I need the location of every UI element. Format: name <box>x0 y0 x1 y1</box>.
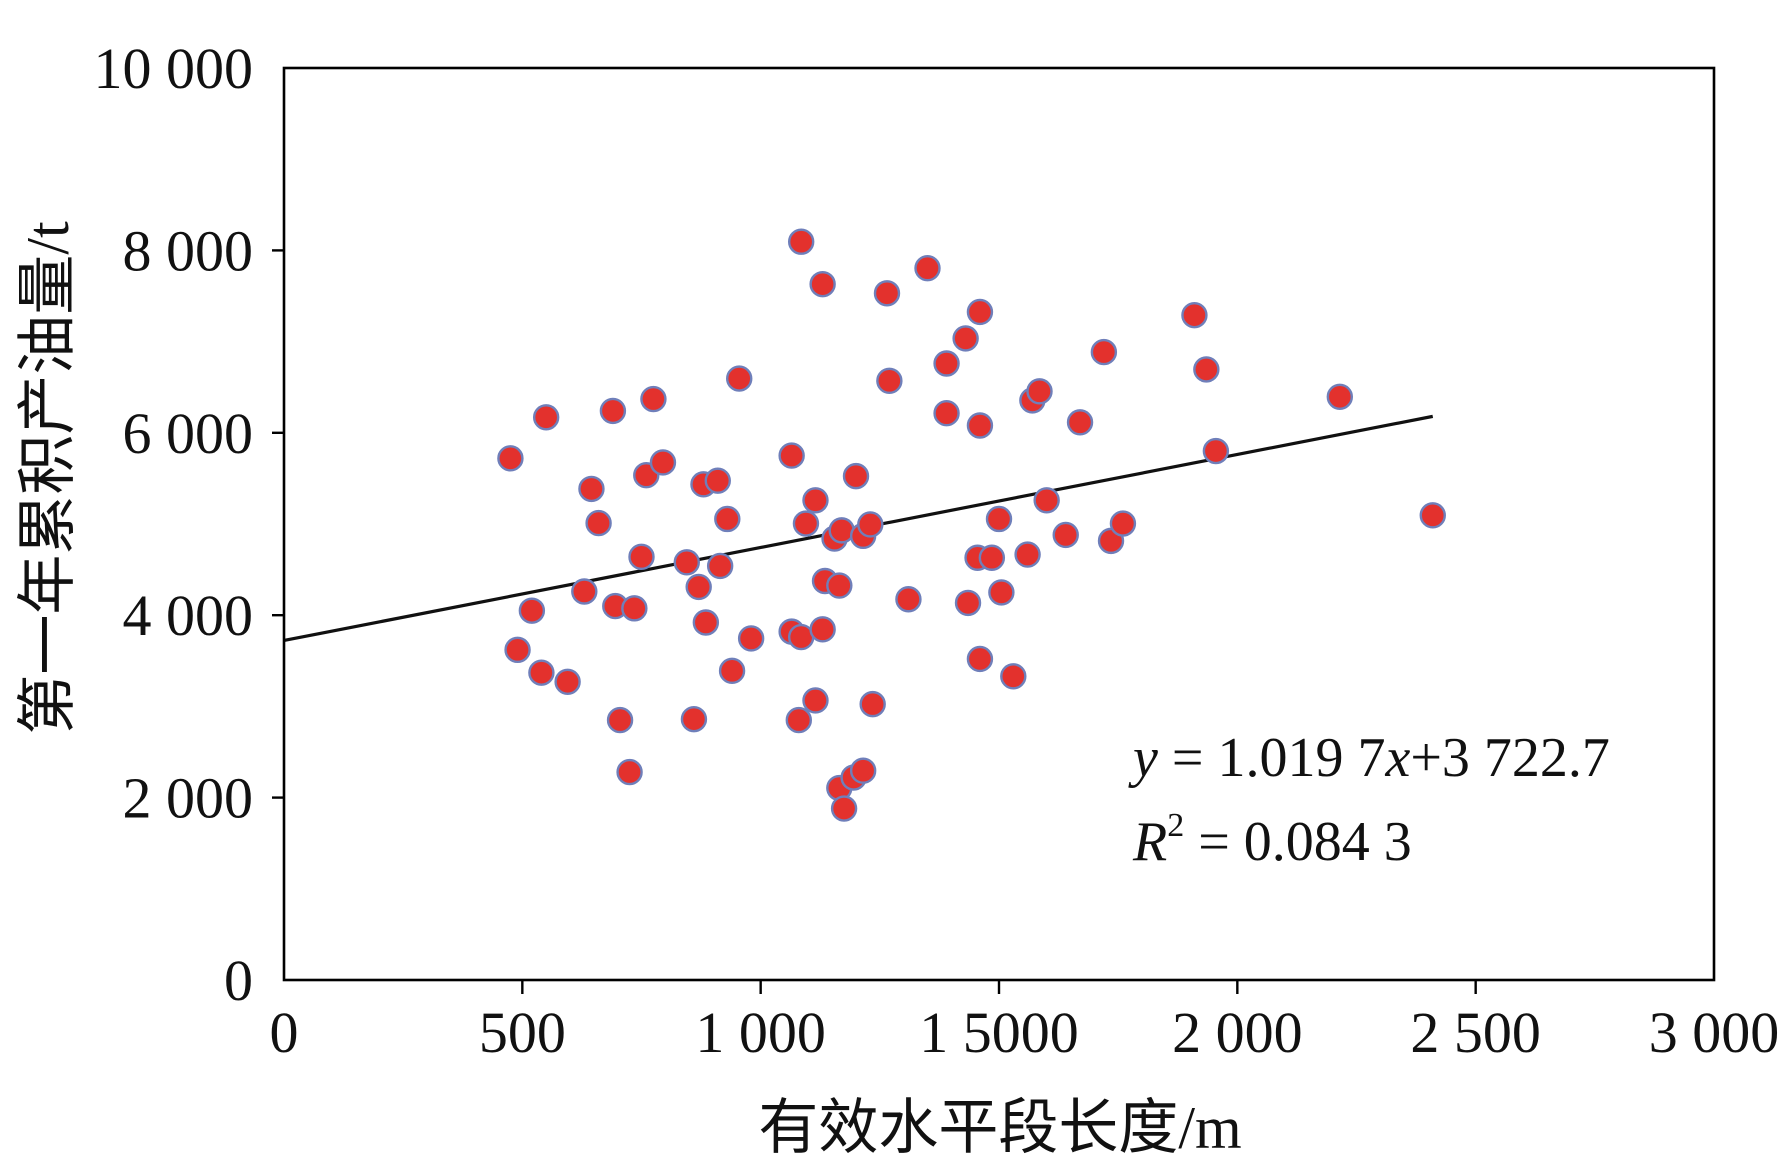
x-tick-label: 3 000 <box>1649 1000 1780 1065</box>
data-point <box>1033 487 1060 514</box>
data-point <box>988 579 1015 606</box>
x-tick-label: 1 000 <box>695 1000 826 1065</box>
data-point <box>1000 663 1027 690</box>
data-point <box>606 706 634 734</box>
data-point <box>778 442 805 469</box>
y-tick-label: 10 000 <box>94 36 254 101</box>
data-point <box>933 350 960 377</box>
data-point <box>1014 541 1041 568</box>
y-axis-label: 第一年累积产油量/t <box>15 221 81 735</box>
data-point <box>578 475 605 503</box>
r-squared-variable: R <box>1132 811 1167 873</box>
equation-slope: = 1.019 7 <box>1158 727 1386 789</box>
y-axis-ticks: 0 2 000 4 000 6 000 8 000 10 000 <box>94 36 284 1013</box>
data-point <box>518 597 546 624</box>
x-axis-label: 有效水平段长度/m <box>758 1095 1241 1161</box>
x-axis-ticks: 0 500 1 000 1 5000 2 000 2 500 3 000 <box>270 980 1780 1065</box>
data-point <box>571 578 598 605</box>
data-point <box>504 636 531 664</box>
data-point <box>1181 301 1208 329</box>
data-point <box>809 616 836 643</box>
data-point <box>876 367 903 395</box>
data-point <box>640 385 667 413</box>
data-point <box>1109 510 1137 537</box>
regression-equation: y = 1.019 7x+3 722.7 <box>1128 727 1610 789</box>
data-point <box>1026 378 1053 405</box>
data-point <box>621 595 648 622</box>
y-tick-label: 0 <box>224 948 253 1013</box>
data-point <box>704 467 731 494</box>
y-tick-label: 4 000 <box>123 583 254 648</box>
data-point <box>718 657 746 685</box>
data-point <box>737 625 765 652</box>
x-tick-label: 2 500 <box>1410 1000 1541 1065</box>
data-point <box>792 510 820 537</box>
data-point <box>830 795 858 822</box>
data-point <box>1326 383 1354 410</box>
equation-x-variable: x <box>1384 727 1410 789</box>
data-point <box>649 449 677 476</box>
y-tick-label: 8 000 <box>123 218 254 283</box>
x-tick-label: 0 <box>270 1000 299 1065</box>
equation-intercept: +3 722.7 <box>1410 727 1610 789</box>
data-point <box>714 505 741 533</box>
data-point <box>1066 409 1094 436</box>
data-point <box>952 325 979 352</box>
data-point <box>680 705 708 733</box>
data-point <box>966 412 994 439</box>
data-point <box>809 270 836 298</box>
x-tick-label: 500 <box>479 1000 566 1065</box>
data-point <box>706 552 734 580</box>
data-point <box>966 645 994 673</box>
data-point <box>826 572 853 599</box>
data-point <box>628 543 655 571</box>
data-point <box>726 365 753 392</box>
x-tick-label: 1 5000 <box>919 1000 1079 1065</box>
data-point <box>1090 338 1118 366</box>
data-point <box>585 509 612 537</box>
data-point <box>849 757 877 784</box>
r-squared-exponent: 2 <box>1167 807 1184 844</box>
data-point <box>842 462 870 490</box>
data-point <box>933 399 960 427</box>
data-point <box>985 505 1013 533</box>
data-point <box>787 228 815 255</box>
data-point <box>785 706 812 734</box>
r-squared-value: = 0.084 3 <box>1184 811 1412 873</box>
data-point <box>828 517 855 544</box>
data-point <box>1419 502 1446 529</box>
data-point <box>528 659 555 686</box>
data-point <box>673 549 700 576</box>
y-tick-label: 2 000 <box>123 766 254 831</box>
data-point <box>873 280 901 307</box>
data-point <box>554 668 581 695</box>
data-point <box>1202 437 1230 465</box>
data-points <box>497 228 1446 822</box>
data-point <box>532 404 560 431</box>
data-point <box>954 589 982 617</box>
x-tick-label: 2 000 <box>1172 1000 1303 1065</box>
data-point <box>857 511 884 538</box>
equation-y-variable: y <box>1128 727 1158 789</box>
data-point <box>802 487 829 514</box>
data-point <box>859 690 886 718</box>
data-point <box>497 445 524 472</box>
data-point <box>1052 521 1079 549</box>
data-point <box>966 298 994 326</box>
data-point <box>616 758 643 786</box>
data-point <box>1193 356 1220 383</box>
data-point <box>978 544 1006 571</box>
r-squared-label: R2 = 0.084 3 <box>1132 807 1412 873</box>
data-point <box>599 397 627 425</box>
data-point <box>895 586 922 613</box>
data-point <box>685 573 712 601</box>
data-point <box>802 687 829 714</box>
data-point <box>914 254 941 282</box>
data-point <box>692 609 720 636</box>
y-tick-label: 6 000 <box>123 401 254 466</box>
